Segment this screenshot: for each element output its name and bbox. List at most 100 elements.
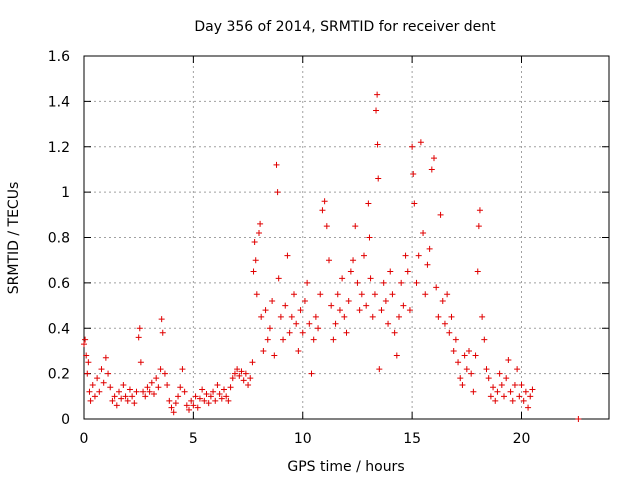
y-tick-label: 1.2: [48, 140, 70, 156]
data-point: [288, 313, 295, 320]
data-point: [140, 388, 147, 395]
data-point: [286, 329, 293, 336]
data-point: [91, 393, 98, 400]
data-point: [242, 370, 249, 377]
data-point: [273, 161, 280, 168]
data-point: [380, 279, 387, 286]
data-point: [389, 291, 396, 298]
data-point: [374, 91, 381, 98]
data-point: [474, 268, 481, 275]
data-point: [413, 279, 420, 286]
data-point: [137, 359, 144, 366]
data-point: [291, 291, 297, 298]
data-point: [214, 381, 221, 388]
data-point: [323, 223, 330, 230]
data-point: [131, 400, 138, 407]
data-point: [501, 393, 507, 400]
data-point: [166, 397, 173, 404]
data-point: [234, 366, 241, 373]
grid-lines: [84, 56, 609, 419]
data-point: [113, 402, 120, 409]
data-point: [452, 336, 459, 343]
data-point: [476, 207, 483, 214]
x-tick-label: 20: [513, 431, 531, 447]
data-point: [522, 388, 529, 395]
data-point: [102, 354, 109, 361]
data-point: [410, 170, 417, 177]
data-point: [148, 379, 155, 386]
data-point: [350, 257, 357, 264]
data-point: [109, 397, 116, 404]
data-point: [343, 329, 350, 336]
data-point: [107, 384, 114, 391]
data-point: [100, 379, 107, 386]
data-point: [470, 388, 477, 395]
data-point: [334, 291, 341, 298]
data-points: [81, 91, 582, 422]
data-point: [249, 359, 256, 366]
data-point: [126, 386, 133, 393]
data-point: [363, 302, 370, 309]
data-point: [441, 320, 448, 327]
data-point: [444, 291, 451, 298]
data-point: [116, 388, 122, 395]
data-point: [498, 381, 505, 388]
data-point: [260, 347, 267, 354]
y-tick-label: 1: [61, 185, 70, 201]
data-point: [326, 257, 332, 264]
data-point: [321, 198, 328, 205]
data-point: [437, 211, 444, 218]
data-point: [124, 397, 131, 404]
data-point: [227, 384, 234, 391]
data-point: [122, 393, 129, 400]
data-point: [218, 395, 225, 402]
data-point: [177, 384, 184, 391]
y-tick-label: 1.4: [48, 94, 70, 110]
chart-title: Day 356 of 2014, SRMTID for receiver den…: [194, 19, 496, 35]
data-point: [153, 375, 160, 382]
data-point: [151, 391, 157, 398]
data-point: [186, 406, 192, 413]
data-point: [448, 313, 455, 320]
data-point: [417, 139, 424, 146]
data-point: [247, 375, 254, 382]
data-point: [194, 404, 201, 411]
data-point: [264, 336, 271, 343]
data-point: [297, 307, 304, 314]
data-point: [118, 395, 125, 402]
data-point: [216, 391, 223, 398]
data-point: [146, 388, 153, 395]
data-point: [409, 143, 416, 150]
data-point: [295, 347, 302, 354]
data-point: [496, 370, 503, 377]
data-point: [142, 393, 149, 400]
data-point: [274, 189, 281, 196]
data-point: [463, 366, 470, 373]
data-point: [159, 329, 166, 336]
data-point: [339, 275, 346, 282]
data-point: [266, 325, 273, 332]
data-point: [461, 352, 468, 359]
data-point: [181, 388, 188, 395]
data-point: [231, 370, 238, 377]
data-point: [277, 313, 284, 320]
y-tick-label: 0: [61, 412, 70, 428]
data-point: [509, 397, 516, 404]
axis-ticks: [83, 55, 609, 420]
data-point: [352, 223, 359, 230]
data-point: [245, 381, 252, 388]
data-point: [282, 302, 289, 309]
data-point: [481, 336, 488, 343]
data-point: [472, 352, 479, 359]
data-point: [511, 381, 518, 388]
data-point: [354, 279, 361, 286]
data-point: [207, 393, 214, 400]
data-point: [83, 352, 90, 359]
data-point: [404, 268, 411, 275]
data-point: [271, 352, 278, 359]
data-point: [415, 252, 422, 259]
data-point: [420, 229, 427, 236]
data-point: [507, 388, 514, 395]
data-point: [527, 393, 534, 400]
data-point: [455, 359, 462, 366]
